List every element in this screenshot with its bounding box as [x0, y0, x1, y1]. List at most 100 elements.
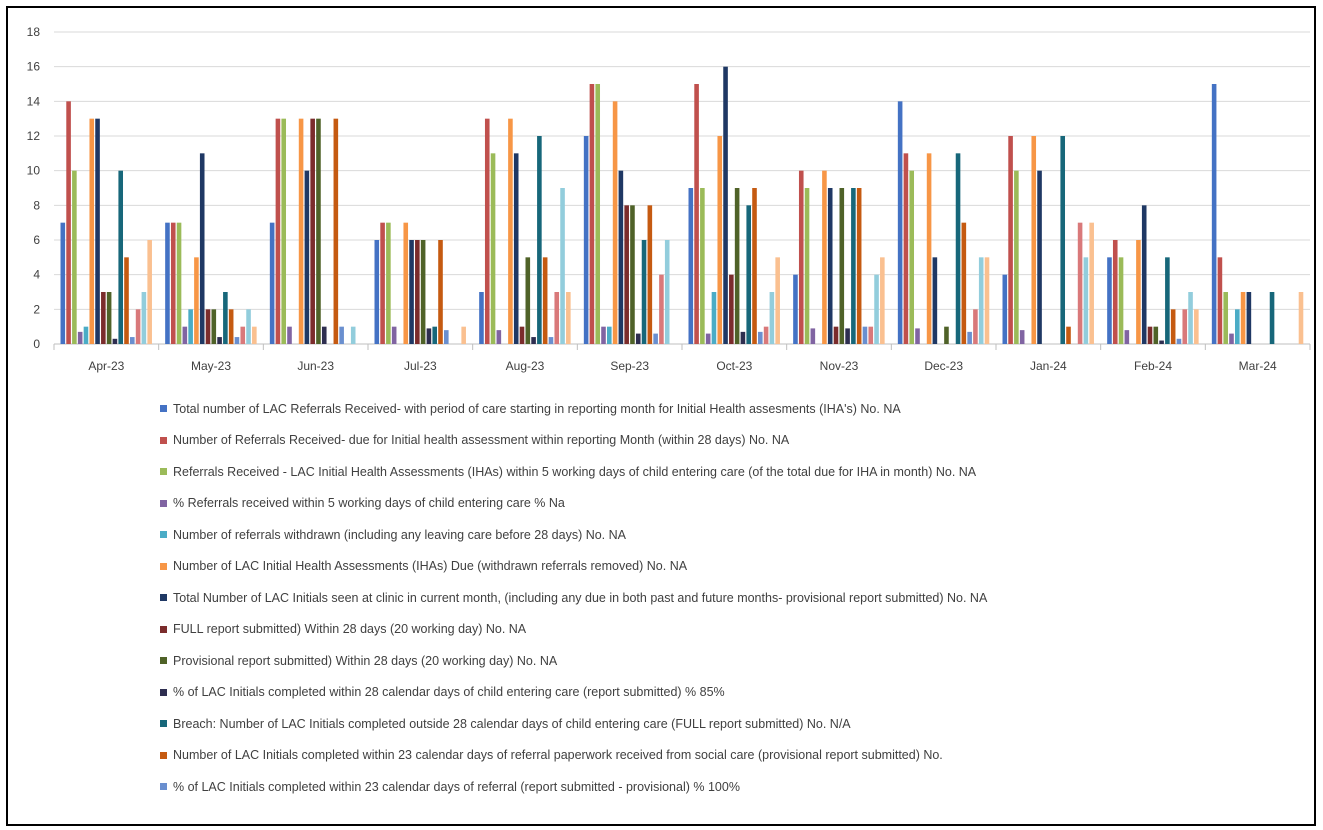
legend-swatch: [160, 657, 167, 665]
bar: [589, 84, 595, 344]
bar: [752, 188, 757, 344]
x-tick-label: Sep-23: [610, 359, 649, 373]
bar: [89, 118, 95, 345]
bar: [909, 170, 915, 344]
bar: [1269, 292, 1275, 344]
x-tick-label: Mar-24: [1239, 359, 1277, 373]
legend-label: FULL report submitted) Within 28 days (2…: [173, 622, 527, 637]
bar: [304, 170, 310, 344]
x-tick-label: Nov-23: [820, 359, 859, 373]
legend-item: % Referrals received within 5 working da…: [160, 488, 987, 520]
x-tick-label: Jul-23: [404, 359, 437, 373]
legend-swatch: [160, 594, 167, 602]
bar: [508, 118, 513, 345]
bar: [688, 188, 694, 344]
bar: [1182, 309, 1188, 344]
bar: [915, 328, 920, 344]
x-tick-label: Oct-23: [716, 359, 752, 373]
bar: [810, 328, 816, 344]
bar: [310, 118, 315, 345]
bar: [763, 326, 769, 344]
bar: [246, 309, 251, 344]
bar: [1153, 326, 1159, 344]
bar: [734, 188, 740, 344]
bar: [461, 326, 466, 344]
bar: [694, 84, 699, 344]
bar: [607, 326, 612, 344]
bar: [635, 333, 641, 344]
bar: [77, 331, 83, 344]
bar: [630, 205, 635, 344]
bar: [1194, 309, 1199, 344]
legend-swatch: [160, 436, 167, 444]
bar: [141, 292, 147, 344]
bar: [252, 326, 257, 344]
bar: [554, 292, 560, 344]
x-tick-label: Aug-23: [506, 359, 545, 373]
legend-label: Total number of LAC Referrals Received- …: [173, 401, 901, 416]
bar-chart: 0 2 4 6 8 10 12 14 16 18 Apr-23 May-23 Jun-23 Jul-23…: [27, 25, 1311, 373]
legend-item: Total Number of LAC Initials seen at cli…: [160, 582, 987, 614]
bar: [618, 170, 624, 344]
legend-item: Number of LAC Initials completed within …: [160, 740, 987, 772]
bar: [269, 222, 275, 344]
bar: [1066, 326, 1071, 344]
bar: [438, 240, 443, 344]
bar: [135, 309, 141, 344]
x-tick-label: Jan-24: [1030, 359, 1067, 373]
bar: [542, 257, 548, 344]
bar: [112, 338, 118, 344]
bar: [548, 337, 554, 344]
bar: [984, 257, 990, 344]
bar: [1014, 170, 1019, 344]
legend-item: Breach: Number of LAC Initials completed…: [160, 708, 987, 740]
bar: [868, 326, 874, 344]
legend-item: Number of referrals withdrawn (including…: [160, 519, 987, 551]
bar: [874, 274, 879, 344]
legend-label: % of LAC Initials completed within 23 ca…: [173, 779, 740, 794]
bar: [926, 153, 932, 344]
bar: [124, 257, 129, 344]
legend-item: Number of LAC Initial Health Assessments…: [160, 551, 987, 583]
bar: [833, 326, 839, 344]
bar: [647, 205, 653, 344]
bar: [1165, 257, 1170, 344]
bar: [717, 136, 723, 344]
bar: [973, 309, 978, 344]
bar: [978, 257, 984, 344]
bar: [769, 292, 775, 344]
bar: [700, 188, 705, 344]
legend-swatch: [160, 625, 167, 633]
bar: [1235, 309, 1240, 344]
legend-item: % of LAC Initials completed within 23 ca…: [160, 771, 987, 803]
bar: [775, 257, 780, 344]
bar: [1037, 170, 1042, 344]
x-tick-label: May-23: [191, 359, 231, 373]
bar: [851, 188, 856, 344]
bar: [1118, 257, 1124, 344]
legend-item: Total number of LAC Referrals Received- …: [160, 393, 987, 425]
bar: [321, 326, 327, 344]
legend-swatch: [160, 783, 167, 791]
bar: [188, 309, 193, 344]
bar: [705, 333, 711, 344]
x-axis-ticks: Apr-23 May-23 Jun-23 Jul-23 Aug-23 Sep-23 Oct-…: [53, 344, 1311, 373]
bar: [1240, 292, 1246, 344]
bar: [856, 188, 862, 344]
bar: [798, 170, 804, 344]
y-axis-ticks: 0 2 4 6 8 10 12 14 16 18: [27, 25, 41, 351]
bar: [228, 309, 234, 344]
bar: [1229, 333, 1234, 344]
bar: [1188, 292, 1193, 344]
bar: [496, 330, 502, 344]
bar: [1008, 136, 1013, 344]
legend-label: % Referrals received within 5 working da…: [173, 496, 565, 511]
bar: [130, 337, 135, 344]
bar: [525, 257, 531, 344]
bar: [560, 188, 565, 344]
bar: [903, 153, 909, 344]
bar: [1112, 240, 1118, 344]
bar: [944, 326, 949, 344]
bar: [350, 326, 356, 344]
y-tick-label: 16: [27, 60, 41, 74]
